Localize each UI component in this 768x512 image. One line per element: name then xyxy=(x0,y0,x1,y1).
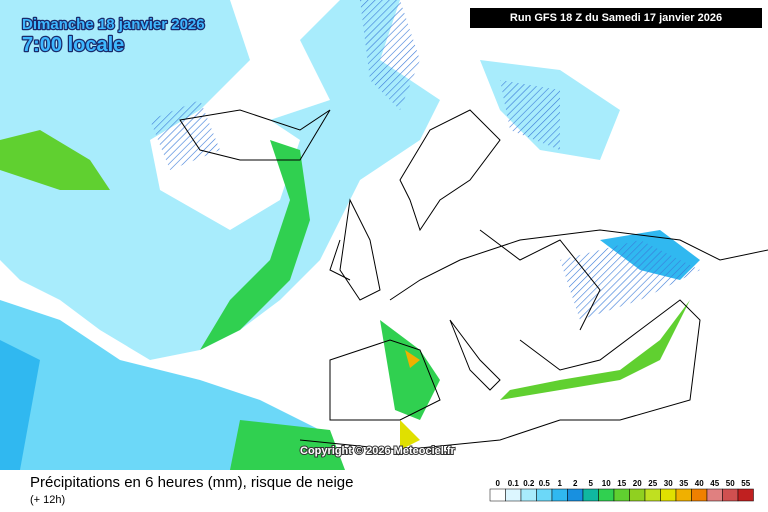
scale-swatch xyxy=(613,488,630,502)
scale-label: 35 xyxy=(679,479,688,488)
copyright: Copyright © 2026 Meteociel.fr xyxy=(300,445,456,457)
scale-swatch xyxy=(660,488,677,502)
scale-label: 15 xyxy=(617,479,626,488)
precip-fields xyxy=(0,0,700,470)
scale-swatch xyxy=(737,488,754,502)
scale-label: 45 xyxy=(710,479,719,488)
scale-swatch xyxy=(551,488,568,502)
scale-label: 0 xyxy=(496,479,501,488)
scale-label: 20 xyxy=(633,479,642,488)
scale-label: 0.2 xyxy=(523,479,535,488)
scale-swatch xyxy=(489,488,506,502)
scale-label: 30 xyxy=(664,479,673,488)
scale-swatch xyxy=(598,488,615,502)
scale-label: 40 xyxy=(695,479,704,488)
precipitation-map: Dimanche 18 janvier 2026 7:00 locale Cop… xyxy=(0,0,768,470)
forecast-date: Dimanche 18 janvier 2026 xyxy=(22,16,205,33)
scale-label: 10 xyxy=(602,479,611,488)
scale-swatch xyxy=(629,488,646,502)
coastlines xyxy=(179,109,768,451)
scale-swatch xyxy=(722,488,739,502)
scale-swatch xyxy=(644,488,661,502)
forecast-time: 7:00 locale xyxy=(22,34,124,56)
scale-label: 0.1 xyxy=(508,479,520,488)
scale-label: 2 xyxy=(573,479,578,488)
scale-swatch xyxy=(691,488,708,502)
legend-subtitle: (+ 12h) xyxy=(30,494,66,506)
scale-swatch xyxy=(505,488,522,502)
run-info: Run GFS 18 Z du Samedi 17 janvier 2026 xyxy=(470,8,762,28)
scale-label: 1 xyxy=(558,479,563,488)
scale-swatch xyxy=(675,488,692,502)
scale-swatch xyxy=(582,488,599,502)
scale-label: 25 xyxy=(648,479,657,488)
scale-label: 0.5 xyxy=(539,479,551,488)
scale-label: 50 xyxy=(726,479,735,488)
legend-title: Précipitations en 6 heures (mm), risque … xyxy=(30,474,354,491)
scale-label: 55 xyxy=(741,479,750,488)
color-scale: 0 0.1 0.2 0.5 1 2 5 10 15 20 25 30 35 40 45 50 55 xyxy=(489,479,754,502)
scale-label: 5 xyxy=(589,479,594,488)
scale-swatch xyxy=(520,488,537,502)
scale-swatch xyxy=(567,488,584,502)
scale-swatch xyxy=(536,488,553,502)
scale-swatch xyxy=(706,488,723,502)
